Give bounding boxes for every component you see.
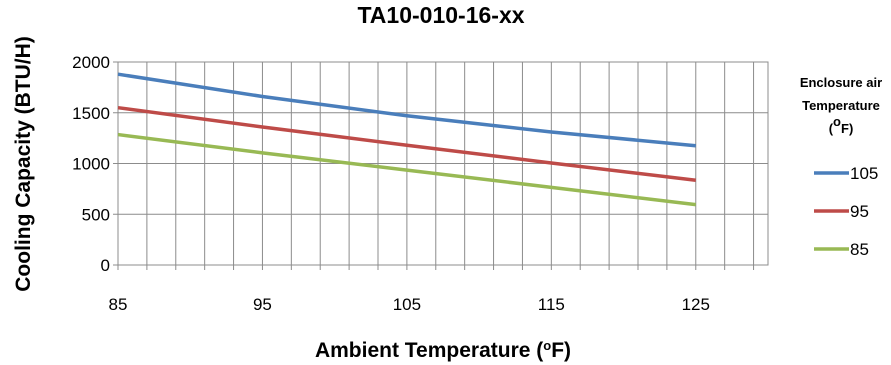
x-tick-label: 85 bbox=[109, 295, 128, 314]
x-tick-label: 125 bbox=[682, 295, 710, 314]
y-axis-title: Cooling Capacity (BTU/H) bbox=[12, 36, 35, 292]
y-tick-label: 1500 bbox=[72, 104, 110, 123]
y-tick-label: 500 bbox=[82, 205, 110, 224]
chart-title: TA10-010-16-xx bbox=[357, 2, 524, 28]
y-axis-ticks: 0 500 1000 1500 2000 bbox=[72, 53, 118, 275]
y-tick-label: 0 bbox=[101, 256, 110, 275]
legend-title-line: Temperature bbox=[802, 98, 880, 113]
series-line-85 bbox=[117, 132, 696, 207]
legend-label-85: 85 bbox=[850, 240, 869, 259]
x-axis-ticks: 85 95 105 115 125 bbox=[109, 265, 755, 314]
legend-label-105: 105 bbox=[850, 164, 878, 183]
legend: Enclosure air Temperature(oF) 105 95 85 bbox=[800, 75, 882, 259]
y-tick-label: 2000 bbox=[72, 53, 110, 72]
x-tick-label: 115 bbox=[538, 295, 565, 314]
x-tick-label: 105 bbox=[393, 295, 421, 314]
y-tick-label: 1000 bbox=[72, 155, 110, 174]
x-tick-label: 95 bbox=[253, 295, 272, 314]
legend-title-line: (oF) bbox=[829, 114, 854, 137]
legend-label-95: 95 bbox=[850, 202, 869, 221]
series-lines bbox=[117, 72, 696, 207]
series-line-95 bbox=[117, 105, 696, 182]
series-line-105 bbox=[117, 72, 696, 148]
x-axis-title: Ambient Temperature (oF) bbox=[315, 338, 571, 363]
legend-title-line: Enclosure air bbox=[800, 75, 882, 90]
gridlines bbox=[118, 61, 768, 266]
